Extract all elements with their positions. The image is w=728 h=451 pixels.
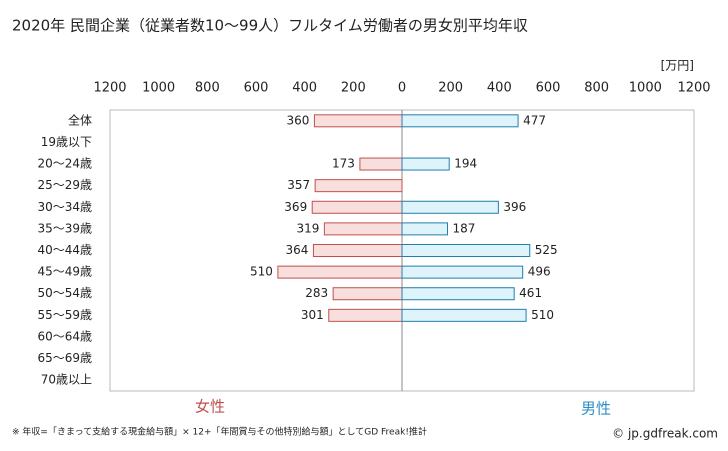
bar (401, 265, 524, 279)
y-tick-label: 55〜59歳 (37, 308, 92, 322)
value-label: 477 (523, 113, 546, 127)
y-tick-label: 30〜34歳 (37, 200, 92, 214)
value-label: 283 (305, 286, 328, 300)
bar (359, 157, 403, 171)
y-tick-label: 40〜44歳 (37, 243, 92, 257)
value-label: 510 (531, 308, 554, 322)
value-label: 301 (301, 308, 324, 322)
value-label: 357 (287, 178, 310, 192)
footnote: ※ 年収=「きまって支給する現金給与額」× 12+「年間賞与その他特別給与額」と… (12, 426, 427, 438)
value-label: 360 (286, 113, 309, 127)
x-tick-label: 1200 (677, 81, 710, 96)
value-label: 496 (528, 265, 551, 279)
unit-label: [万円] (661, 59, 694, 73)
value-label: 194 (454, 157, 477, 171)
value-label: 461 (519, 286, 542, 300)
value-label: 173 (332, 157, 355, 171)
value-label: 510 (250, 265, 273, 279)
bar (401, 222, 449, 236)
x-tick-label: 800 (195, 81, 220, 96)
bar (401, 200, 499, 214)
bar (401, 157, 450, 171)
x-tick-label: 600 (244, 81, 269, 96)
value-label: 525 (535, 243, 558, 257)
credit: © jp.gdfreak.com (612, 427, 718, 441)
bar (312, 244, 403, 257)
x-tick-label: 200 (438, 81, 463, 96)
chart-title: 2020年 民間企業（従業者数10〜99人）フルタイム労働者の男女別平均年収 (12, 17, 528, 35)
y-tick-label: 20〜24歳 (37, 157, 92, 171)
value-label: 364 (286, 243, 309, 257)
bar (401, 287, 515, 301)
bar (323, 222, 403, 236)
x-tick-label: 0 (398, 81, 406, 96)
x-tick-label: 1000 (629, 81, 662, 96)
bar (313, 114, 403, 128)
value-label: 187 (453, 221, 476, 235)
y-tick-label: 60〜64歳 (37, 329, 92, 343)
x-tick-label: 1000 (142, 81, 175, 96)
y-tick-label: 25〜29歳 (37, 178, 92, 192)
y-tick-label: 45〜49歳 (37, 265, 92, 279)
y-tick-label: 35〜39歳 (37, 221, 92, 235)
bar (401, 244, 531, 257)
bar (328, 308, 403, 322)
value-label: 396 (503, 200, 526, 214)
x-tick-label: 200 (341, 81, 366, 96)
y-tick-label: 50〜54歳 (37, 286, 92, 300)
x-tick-label: 400 (487, 81, 512, 96)
value-label: 319 (296, 221, 319, 235)
bar (401, 114, 519, 128)
bar (277, 265, 403, 279)
y-tick-label: 65〜69歳 (37, 351, 92, 365)
y-tick-label: 70歳以上 (41, 373, 92, 387)
x-tick-label: 400 (292, 81, 317, 96)
legend-label: 男性 (581, 400, 611, 418)
legend-label: 女性 (195, 398, 225, 416)
x-tick-label: 800 (584, 81, 609, 96)
x-tick-label: 1200 (93, 81, 126, 96)
bar (332, 287, 403, 301)
bar (311, 200, 403, 214)
bar (314, 179, 403, 193)
y-tick-label: 全体 (68, 112, 92, 127)
value-label: 369 (284, 200, 307, 214)
y-tick-label: 19歳以下 (41, 135, 92, 149)
bar (401, 308, 527, 322)
x-tick-label: 600 (536, 81, 561, 96)
